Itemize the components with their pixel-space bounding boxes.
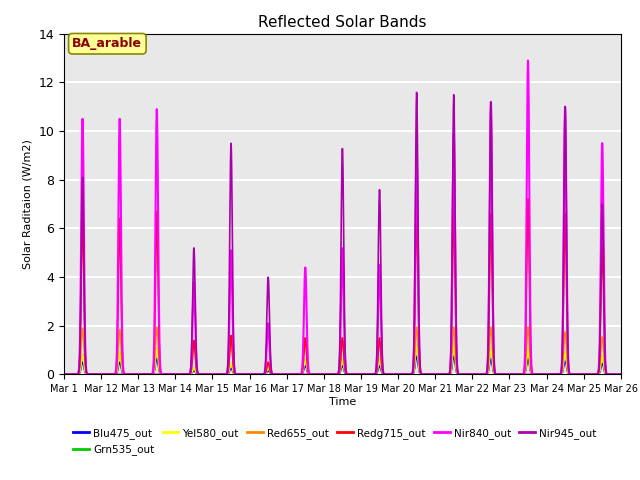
Redg715_out [246, 372, 253, 377]
Grn535_out [606, 372, 614, 377]
Grn535_out [298, 371, 306, 377]
Red655_out [617, 372, 625, 377]
Grn535_out [547, 372, 554, 377]
Yel580_out [157, 371, 164, 377]
Red655_out [124, 372, 131, 377]
Yel580_out [60, 372, 68, 377]
Nir840_out [524, 58, 532, 63]
Nir945_out [298, 372, 306, 377]
Red655_out [546, 372, 554, 377]
Redg715_out [60, 372, 68, 377]
Line: Red655_out: Red655_out [64, 327, 621, 374]
Nir840_out [60, 372, 68, 377]
Blu475_out [246, 372, 253, 377]
Yel580_out [274, 372, 282, 377]
Yel580_out [450, 342, 458, 348]
Grn535_out [617, 372, 625, 377]
Yel580_out [617, 372, 625, 377]
Red655_out [153, 324, 161, 330]
Yel580_out [547, 372, 554, 377]
Nir945_out [413, 90, 420, 96]
Blu475_out [547, 372, 554, 377]
Redg715_out [274, 372, 282, 377]
Nir945_out [617, 372, 625, 377]
Nir945_out [274, 372, 282, 377]
Blu475_out [157, 371, 164, 377]
Yel580_out [606, 372, 614, 377]
Nir840_out [157, 367, 164, 373]
Nir945_out [606, 372, 614, 377]
Grn535_out [274, 372, 282, 377]
Nir945_out [157, 372, 164, 377]
Blu475_out [274, 372, 282, 377]
Y-axis label: Solar Raditaion (W/m2): Solar Raditaion (W/m2) [23, 139, 33, 269]
Blu475_out [124, 372, 131, 377]
Nir840_out [274, 372, 282, 377]
Blu475_out [617, 372, 625, 377]
Line: Yel580_out: Yel580_out [64, 345, 621, 374]
Red655_out [298, 371, 306, 376]
Grn535_out [60, 372, 68, 377]
Nir840_out [298, 368, 306, 374]
Red655_out [274, 372, 282, 377]
Red655_out [606, 372, 614, 377]
Redg715_out [617, 372, 625, 377]
Line: Blu475_out: Blu475_out [64, 356, 621, 374]
Line: Nir945_out: Nir945_out [64, 93, 621, 374]
Blu475_out [298, 371, 306, 377]
Redg715_out [298, 371, 306, 376]
Grn535_out [246, 372, 253, 377]
Redg715_out [124, 372, 131, 377]
Nir840_out [617, 372, 625, 377]
Line: Nir840_out: Nir840_out [64, 60, 621, 374]
Blu475_out [606, 372, 614, 377]
Grn535_out [124, 372, 131, 377]
Redg715_out [157, 369, 164, 375]
Yel580_out [298, 371, 306, 377]
Blu475_out [60, 372, 68, 377]
Title: Reflected Solar Bands: Reflected Solar Bands [258, 15, 427, 30]
Text: BA_arable: BA_arable [72, 37, 142, 50]
Nir840_out [606, 372, 614, 377]
Red655_out [60, 372, 68, 377]
Nir840_out [124, 372, 131, 377]
Redg715_out [547, 372, 554, 377]
Redg715_out [606, 372, 614, 377]
Nir945_out [124, 372, 131, 377]
Yel580_out [124, 372, 131, 377]
Nir840_out [246, 372, 253, 377]
X-axis label: Time: Time [329, 397, 356, 407]
Yel580_out [246, 372, 253, 377]
Nir945_out [547, 372, 554, 377]
Line: Redg715_out: Redg715_out [64, 199, 621, 374]
Redg715_out [524, 196, 532, 202]
Nir945_out [60, 372, 68, 377]
Nir945_out [129, 372, 137, 377]
Blu475_out [450, 353, 458, 359]
Red655_out [157, 371, 164, 377]
Grn535_out [450, 342, 458, 348]
Grn535_out [157, 371, 164, 377]
Nir840_out [547, 372, 554, 377]
Legend: Blu475_out, Grn535_out, Yel580_out, Red655_out, Redg715_out, Nir840_out, Nir945_: Blu475_out, Grn535_out, Yel580_out, Red6… [69, 424, 600, 459]
Line: Grn535_out: Grn535_out [64, 345, 621, 374]
